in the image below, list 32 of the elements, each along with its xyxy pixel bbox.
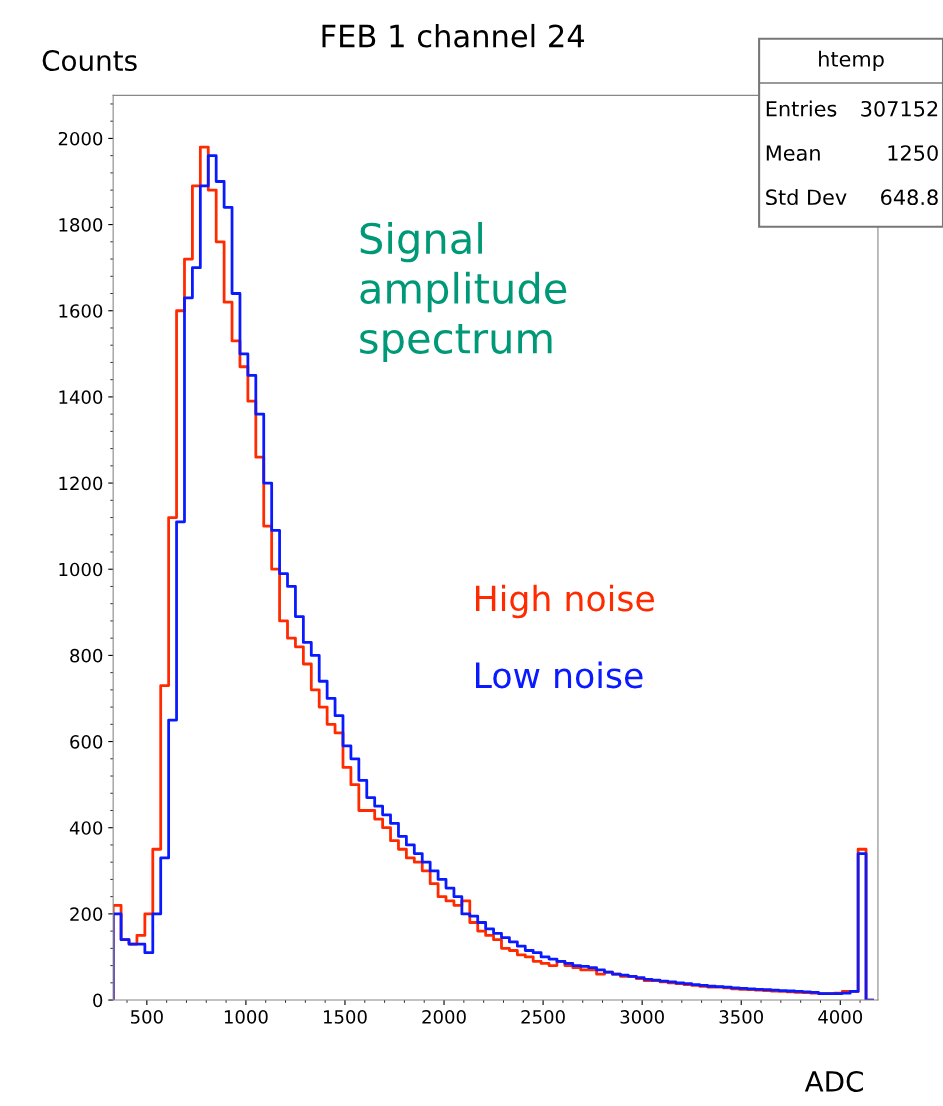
- x-tick-label: 3000: [620, 1010, 664, 1024]
- x-axis-title: ADC: [804, 1070, 863, 1092]
- x-tick-label: 4000: [818, 1010, 863, 1024]
- y-tick-label: 1400: [59, 390, 103, 405]
- y-tick-label: 0: [93, 993, 103, 1008]
- y-tick-label: 2000: [58, 131, 103, 146]
- annotation: Mean: [766, 145, 820, 161]
- annotation: Entries: [766, 100, 837, 117]
- text: 648.8: [881, 189, 938, 206]
- text: High noise: [476, 584, 654, 619]
- y-tick-label: 1800: [59, 218, 103, 232]
- annotation: Std Dev: [766, 189, 847, 206]
- y-tick-label: 600: [70, 735, 103, 749]
- annotation: 307152: [861, 100, 938, 117]
- y-tick-label: 1000: [59, 562, 103, 577]
- y-tick-label: 1200: [59, 476, 103, 491]
- x-tick-label: 1000: [224, 1010, 268, 1024]
- y-tick-label: 800: [70, 648, 103, 663]
- y-axis-title: Counts: [42, 50, 137, 72]
- y-tick-label: 400: [69, 821, 103, 835]
- y-tick-label: 200: [70, 907, 103, 921]
- x-tick-label: 500: [131, 1010, 163, 1024]
- x-tick-label: 3500: [719, 1010, 763, 1024]
- y-tick-label: 1600: [59, 304, 103, 318]
- x-tick-label: 2000: [422, 1010, 466, 1024]
- annotation: Signal amplitude spectrum: [360, 222, 567, 362]
- x-tick-label: 1500: [323, 1010, 367, 1024]
- text: htemp: [819, 50, 884, 71]
- text: Low noise: [476, 661, 643, 689]
- chart-title: FEB 1 channel 24: [322, 23, 585, 48]
- text: 1250: [888, 145, 938, 161]
- x-tick-label: 2500: [521, 1010, 565, 1024]
